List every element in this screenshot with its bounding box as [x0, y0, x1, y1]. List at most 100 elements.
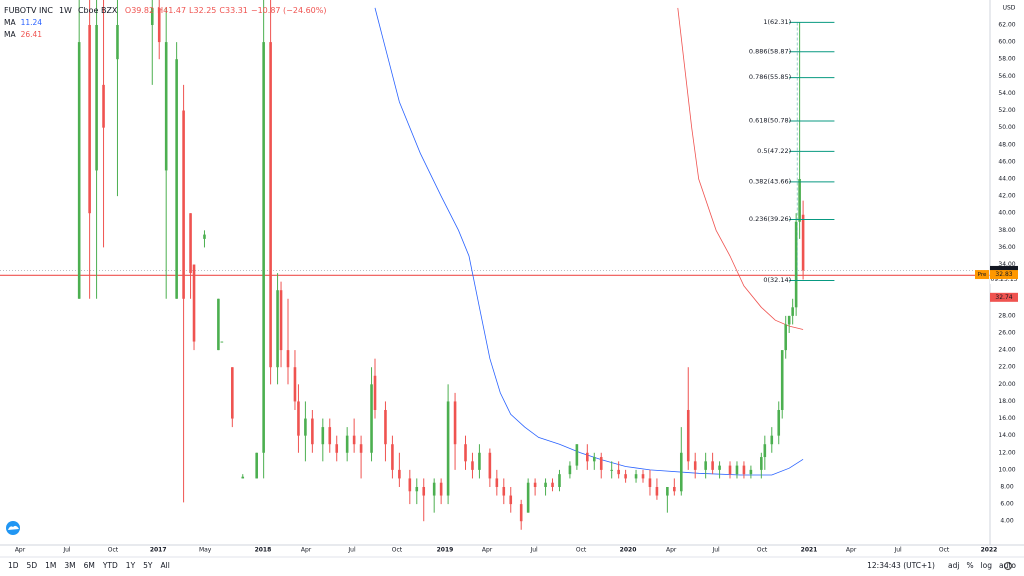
- range-button[interactable]: 3M: [64, 561, 75, 570]
- x-tick-label: Apr: [846, 547, 857, 554]
- range-button[interactable]: 1M: [45, 561, 56, 570]
- exchange: Cboe BZX: [78, 6, 118, 15]
- candle-body: [345, 435, 349, 453]
- settings-icon[interactable]: [1003, 561, 1013, 571]
- moving-average-line: [677, 7, 804, 330]
- premarket-price: 32.83: [995, 271, 1012, 278]
- candle-body: [276, 290, 279, 368]
- candle-body: [780, 350, 784, 410]
- candle-body: [359, 444, 363, 453]
- candle-body: [116, 24, 119, 60]
- candle-body: [220, 341, 224, 343]
- candle-body: [217, 298, 220, 351]
- range-button[interactable]: All: [161, 561, 170, 570]
- countdown-box: [990, 274, 1018, 284]
- candle-body: [241, 476, 245, 479]
- candle-body: [634, 474, 638, 479]
- price-line-box: [990, 292, 1018, 302]
- scale-option[interactable]: auto: [999, 561, 1016, 570]
- x-tick-label: Apr: [301, 547, 312, 554]
- x-tick-label: Jul: [893, 547, 902, 554]
- fib-level-label: 1(62.31): [763, 18, 791, 26]
- fib-level-label: 0(32.14): [763, 276, 791, 284]
- x-tick-label: 2020: [620, 547, 637, 554]
- candle-body: [777, 409, 781, 436]
- candle-body: [551, 482, 554, 487]
- y-tick-label: 6.00: [1000, 501, 1014, 508]
- x-tick-label: 2018: [255, 547, 272, 554]
- x-tick-label: Jul: [62, 547, 71, 554]
- logo: [6, 521, 20, 535]
- candle-body: [592, 457, 596, 462]
- axes: 4.00 6.00 8.00 10.00 12.00 14.00 16.00 18.00 20.…: [15, 21, 1016, 553]
- candle-body: [798, 178, 801, 222]
- x-tick-label: Jul: [529, 547, 538, 554]
- candle-body: [439, 482, 443, 496]
- candle-body: [641, 474, 645, 479]
- fib-level-label: 0.236(39.26): [749, 215, 791, 223]
- y-tick-label: 48.00: [998, 141, 1015, 148]
- ohlc-value: O39.82: [125, 6, 154, 15]
- candle-body: [586, 452, 589, 462]
- range-button[interactable]: YTD: [102, 561, 118, 570]
- indicator-legend: MA 11.24: [4, 18, 42, 27]
- x-tick-label: Apr: [666, 547, 677, 554]
- y-tick-label: 22.00: [998, 364, 1015, 371]
- range-button[interactable]: 1Y: [126, 561, 136, 570]
- scale-option[interactable]: %: [966, 561, 973, 570]
- y-tick-label: 54.00: [998, 90, 1015, 97]
- y-tick-label: 8.00: [1000, 483, 1014, 490]
- candle-body: [519, 504, 523, 522]
- x-tick-label: Oct: [392, 547, 403, 554]
- candle-body: [370, 384, 373, 453]
- y-tick-label: 50.00: [998, 124, 1015, 131]
- candle-body: [77, 42, 81, 299]
- candle-body: [189, 213, 192, 274]
- candle-body: [415, 486, 419, 492]
- candle-body: [488, 452, 492, 479]
- range-button[interactable]: 1D: [8, 561, 19, 570]
- candle-body: [704, 461, 707, 470]
- y-tick-label: 10.00: [998, 466, 1015, 473]
- candle-body: [568, 465, 572, 475]
- candle-body: [453, 401, 457, 445]
- candle-body: [533, 482, 537, 487]
- candle-body: [760, 457, 763, 470]
- y-tick-label: 62.00: [998, 21, 1015, 28]
- candle-body: [269, 42, 272, 368]
- x-tick-label: Oct: [757, 547, 768, 554]
- range-button[interactable]: 5Y: [143, 561, 153, 570]
- scale-option[interactable]: log: [981, 561, 993, 570]
- x-tick-label: Jul: [347, 547, 356, 554]
- candle-body: [384, 409, 387, 445]
- candle-body: [735, 465, 739, 475]
- candle-body: [286, 350, 290, 368]
- range-button[interactable]: 5D: [27, 561, 38, 570]
- countdown: 09:25:15: [991, 276, 1018, 283]
- candle-body: [784, 324, 788, 351]
- candle-body: [666, 486, 669, 496]
- candle-body: [770, 435, 774, 445]
- x-tick-label: 2017: [150, 547, 167, 554]
- indicator-legend: MA 26.41: [4, 30, 42, 39]
- x-tick-label: Jul: [711, 547, 720, 554]
- scale-option[interactable]: adj: [948, 561, 959, 570]
- candle-body: [711, 461, 714, 470]
- candle-body: [255, 452, 258, 479]
- candle-body: [648, 478, 652, 487]
- candle-body: [478, 452, 481, 470]
- y-tick-label: 14.00: [998, 432, 1015, 439]
- x-tick-label: 2021: [801, 547, 818, 554]
- candle-body: [544, 482, 547, 487]
- x-tick-label: Apr: [15, 547, 26, 554]
- range-button[interactable]: 6M: [84, 561, 95, 570]
- candle-body: [352, 435, 356, 445]
- candle-body: [182, 110, 185, 299]
- candle-body: [262, 42, 265, 453]
- x-tick-label: Oct: [576, 547, 587, 554]
- candle-body: [718, 465, 721, 470]
- premarket-tag: Pre: [978, 272, 987, 278]
